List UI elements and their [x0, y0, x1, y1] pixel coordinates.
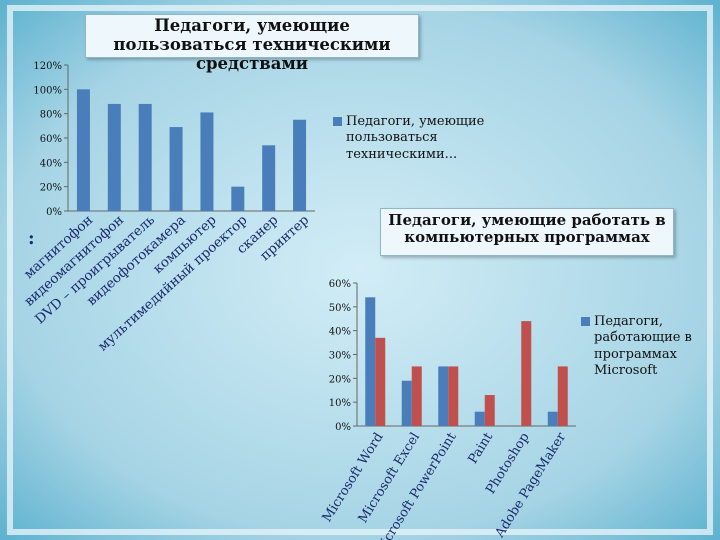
- chart2-y-tick-label: 60%: [329, 279, 351, 290]
- chart2-bar: [484, 395, 495, 426]
- chart2-bar: [474, 411, 485, 426]
- chart2-y-tick-label: 10%: [329, 398, 351, 409]
- chart2-y-tick-label: 40%: [329, 327, 351, 338]
- chart2-bar: [365, 297, 376, 426]
- chart1-bar: [293, 119, 307, 211]
- chart1-bar: [107, 103, 121, 211]
- chart1-title: Педагоги, умеющие пользоваться техническ…: [85, 14, 419, 73]
- chart2-bar: [448, 366, 459, 426]
- chart1-bar: [169, 127, 183, 211]
- chart1-y-tick-label: 80%: [40, 110, 62, 121]
- chart1-y-tick-label: 0%: [46, 207, 62, 218]
- chart1-y-tick-label: 20%: [40, 183, 62, 194]
- chart2-legend-swatch: [581, 317, 590, 326]
- chart2-bar: [411, 366, 422, 426]
- chart2-bar: [547, 411, 558, 426]
- chart2-y-tick-label: 0%: [335, 422, 351, 433]
- chart1-legend-swatch: [333, 117, 342, 126]
- chart1-legend-label: Педагоги, умеющие пользоваться техническ…: [346, 114, 485, 162]
- chart2-y-tick-label: 50%: [329, 303, 351, 314]
- chart1-bar: [138, 103, 152, 211]
- chart2-legend-label: Педагоги, работающие в программах Micros…: [594, 314, 692, 378]
- chart2-title: Педагоги, умеющие работать в компьютерны…: [380, 208, 674, 256]
- chart1-bar: [262, 145, 276, 211]
- chart1-y-tick-label: 60%: [40, 134, 62, 145]
- chart1-y-tick-label: 100%: [33, 85, 62, 96]
- chart1-bar: [200, 112, 214, 211]
- chart1-y-tick-label: 120%: [33, 61, 62, 72]
- chart2-y-tick-label: 30%: [329, 351, 351, 362]
- chart1-y-tick-label: 40%: [40, 158, 62, 169]
- chart1-bar: [76, 89, 90, 211]
- chart1-bar: [231, 186, 245, 211]
- chart2-category-label: Adobe PageMaker: [492, 430, 570, 540]
- chart2-bar: [438, 366, 449, 426]
- chart2-bar: [375, 337, 386, 426]
- chart2-bar: [557, 366, 568, 426]
- chart2-bar: [521, 321, 532, 426]
- stray-colon-mark: :: [28, 228, 35, 249]
- chart2-y-tick-label: 20%: [329, 374, 351, 385]
- chart2-bar: [401, 380, 412, 426]
- chart2-category-label: Paint: [466, 430, 497, 467]
